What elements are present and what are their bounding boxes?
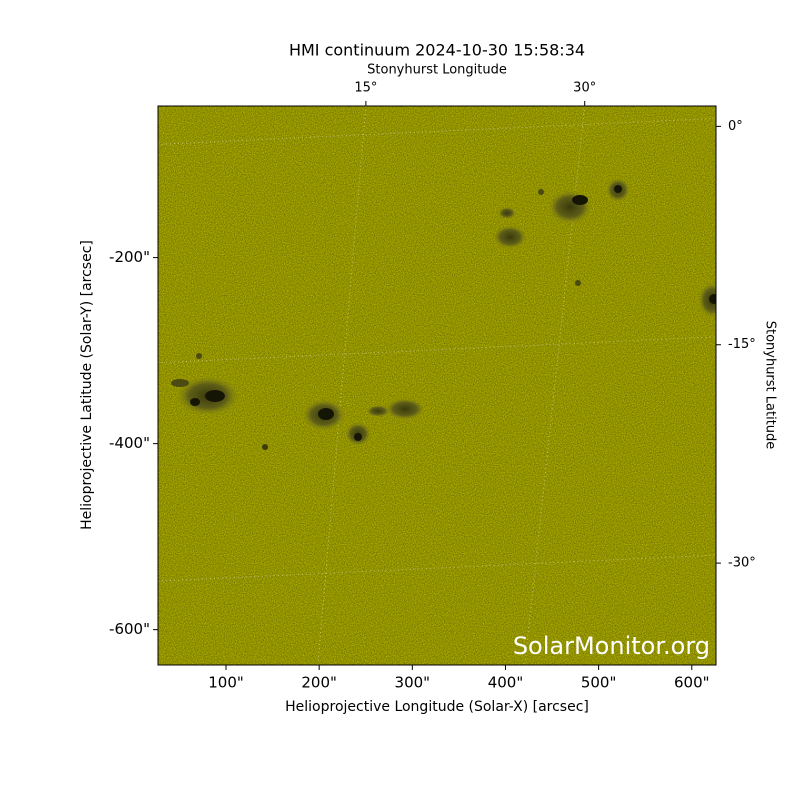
x-tick-label: 100" <box>208 674 244 692</box>
x-tick-label: 400" <box>488 674 524 692</box>
chart-title: HMI continuum 2024-10-30 15:58:34 <box>289 41 585 60</box>
y-tick-label: -400" <box>109 434 150 452</box>
sunspots <box>171 178 716 450</box>
x2-tick-label: 30° <box>573 81 596 96</box>
y-tick-label: -200" <box>109 248 150 266</box>
x-tick-label: 600" <box>674 674 710 692</box>
image: SolarMonitor.org <box>158 106 716 665</box>
x-tick-label: 300" <box>395 674 431 692</box>
x-tick-label: 500" <box>581 674 617 692</box>
x-tick-label: 200" <box>301 674 337 692</box>
x2-axis-label: Stonyhurst Longitude <box>367 63 507 78</box>
y2-axis-label: Stonyhurst Latitude <box>763 321 778 450</box>
image-noise <box>158 106 716 665</box>
y2-tick-label: 0° <box>728 119 743 134</box>
grid-line <box>317 106 367 665</box>
watermark: SolarMonitor.org <box>513 632 710 660</box>
y-axis-label: Helioprojective Latitude (Solar-Y) [arcs… <box>79 240 95 530</box>
y2-tick-label: -30° <box>728 556 756 571</box>
x-axis-label: Helioprojective Longitude (Solar-X) [arc… <box>285 699 589 715</box>
y2-tick-label: -15° <box>728 337 756 352</box>
y-tick-label: -600" <box>109 620 150 638</box>
x2-tick-label: 15° <box>354 81 377 96</box>
plot-frame <box>157 105 717 666</box>
grid-line <box>524 106 586 665</box>
